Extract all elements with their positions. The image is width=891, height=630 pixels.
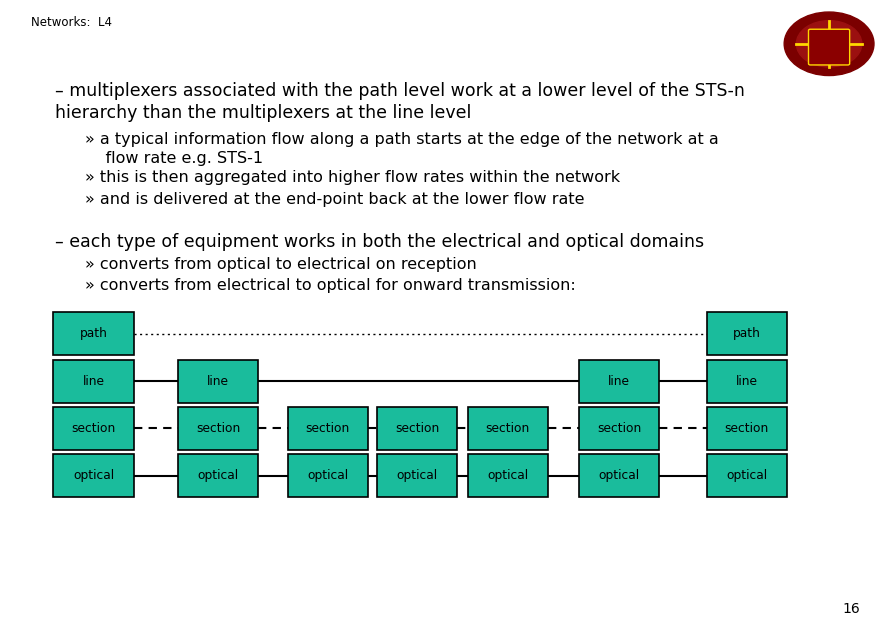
Text: optical: optical (487, 469, 528, 482)
Bar (707, 407, 787, 450)
Text: » and is delivered at the end-point back at the lower flow rate: » and is delivered at the end-point back… (85, 192, 584, 207)
Text: path: path (79, 328, 108, 340)
Text: section: section (597, 422, 642, 435)
Bar (579, 360, 659, 403)
Text: section: section (486, 422, 530, 435)
Bar (579, 407, 659, 450)
Text: section: section (306, 422, 350, 435)
Bar (178, 407, 258, 450)
Text: – each type of equipment works in both the electrical and optical domains: – each type of equipment works in both t… (55, 233, 705, 251)
Bar (178, 360, 258, 403)
Bar (707, 454, 787, 497)
Text: optical: optical (726, 469, 767, 482)
Text: section: section (71, 422, 116, 435)
Bar (288, 454, 368, 497)
Circle shape (784, 12, 874, 76)
FancyBboxPatch shape (808, 29, 850, 65)
Text: 16: 16 (842, 602, 860, 616)
Bar (53, 454, 134, 497)
Bar (288, 407, 368, 450)
Text: line: line (609, 375, 630, 387)
Bar (707, 312, 787, 355)
Circle shape (797, 21, 862, 67)
Bar (468, 454, 548, 497)
Text: section: section (196, 422, 241, 435)
Bar (707, 360, 787, 403)
Text: line: line (208, 375, 229, 387)
Text: » a typical information flow along a path starts at the edge of the network at a: » a typical information flow along a pat… (85, 132, 718, 166)
Bar (53, 312, 134, 355)
Text: » converts from electrical to optical for onward transmission:: » converts from electrical to optical fo… (85, 278, 576, 294)
Bar (53, 407, 134, 450)
Text: » converts from optical to electrical on reception: » converts from optical to electrical on… (85, 257, 477, 272)
Bar (377, 454, 457, 497)
Text: optical: optical (307, 469, 348, 482)
Bar (468, 407, 548, 450)
Text: section: section (395, 422, 439, 435)
Text: section: section (724, 422, 769, 435)
Bar (579, 454, 659, 497)
Bar (178, 454, 258, 497)
Bar (377, 407, 457, 450)
Text: optical: optical (198, 469, 239, 482)
Text: » this is then aggregated into higher flow rates within the network: » this is then aggregated into higher fl… (85, 170, 620, 185)
Text: optical: optical (599, 469, 640, 482)
Text: line: line (736, 375, 757, 387)
Text: path: path (732, 328, 761, 340)
Text: optical: optical (73, 469, 114, 482)
Text: Networks:  L4: Networks: L4 (31, 16, 112, 29)
Bar (53, 360, 134, 403)
Text: optical: optical (396, 469, 437, 482)
Text: – multiplexers associated with the path level work at a lower level of the STS-n: – multiplexers associated with the path … (55, 82, 745, 122)
Text: line: line (83, 375, 104, 387)
